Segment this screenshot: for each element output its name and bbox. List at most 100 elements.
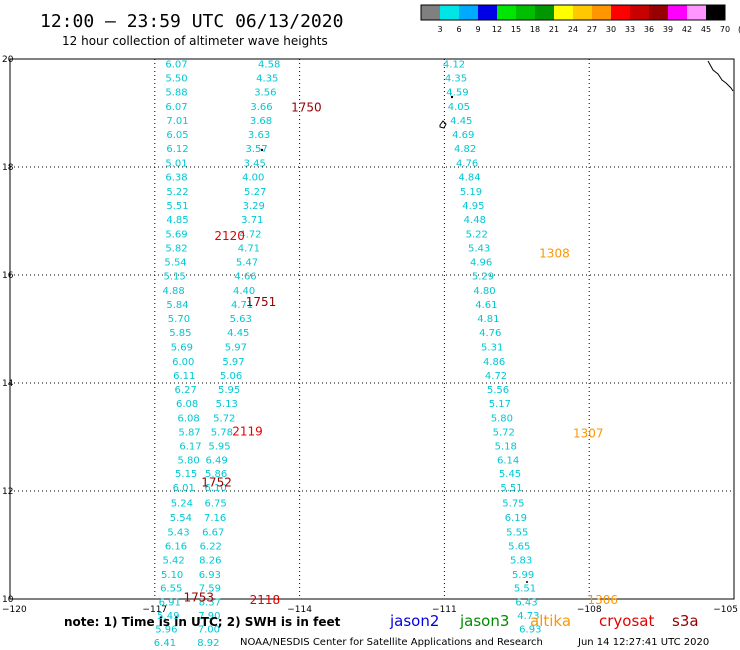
wave-height-label: 5.56 <box>487 385 509 396</box>
time-marker: 2120 <box>214 229 245 243</box>
wave-height-label: 5.50 <box>165 73 187 84</box>
map-title: 12:00 — 23:59 UTC 06/13/2020 <box>40 11 343 32</box>
wave-height-label: 6.75 <box>204 498 226 509</box>
coastline <box>260 60 734 583</box>
wave-height-label: 4.80 <box>473 286 495 297</box>
latitude-labels: 20 18 16 14 12 10 <box>2 55 14 605</box>
wave-height-label: 6.55 <box>160 584 182 595</box>
wave-height-label: 5.97 <box>222 357 244 368</box>
scale-swatch <box>611 5 630 20</box>
legend-altika: altika <box>530 612 571 630</box>
wave-height-label: 5.19 <box>460 187 482 198</box>
wave-height-label: 5.86 <box>205 469 227 480</box>
wave-height-label: 4.58 <box>258 59 280 70</box>
wave-height-label: 8.26 <box>199 556 221 567</box>
legend-jason2: jason2 <box>389 612 439 630</box>
scale-label: 27 <box>587 25 597 34</box>
plot-frame <box>9 58 735 600</box>
wave-height-label: 4.40 <box>233 286 255 297</box>
wave-height-label: 5.88 <box>165 87 187 98</box>
legend-s3a: s3a <box>672 612 699 630</box>
scale-swatch <box>554 5 573 20</box>
wave-height-label: 5.70 <box>168 314 190 325</box>
scale-label: 21 <box>549 25 559 34</box>
wave-height-label: 4.35 <box>256 73 278 84</box>
wave-height-label: 4.45 <box>450 116 472 127</box>
wave-height-label: 5.01 <box>165 159 187 170</box>
wave-height-label: 3.66 <box>250 102 272 113</box>
coastline-segment <box>707 60 734 92</box>
lon-label: −111 <box>432 605 457 615</box>
wave-height-label: 3.56 <box>254 87 276 98</box>
wave-height-label: 7.00 <box>198 625 220 636</box>
lon-label: −108 <box>577 605 602 615</box>
wave-height-label: 6.93 <box>199 570 221 581</box>
time-marker: 1750 <box>291 101 322 115</box>
plot-area: 6.07 5.50 5.88 6.07 7.01 6.05 6.12 5.01 6.38 5.22… <box>9 58 735 649</box>
time-marker: 1306 <box>587 593 618 607</box>
time-marker: 1752 <box>201 475 232 489</box>
wave-height-label: 6.08 <box>177 414 199 425</box>
wave-height-label: 4.66 <box>234 272 256 283</box>
wave-height-label: 3.63 <box>248 130 270 141</box>
wave-height-label: 5.65 <box>508 542 530 553</box>
wave-height-label: 5.69 <box>171 342 193 353</box>
wave-height-label: 5.51 <box>500 483 522 494</box>
scale-label: 42 <box>682 25 692 34</box>
scale-swatch <box>440 5 459 20</box>
wave-height-label: 5.72 <box>213 414 235 425</box>
track-a: 6.07 5.50 5.88 6.07 7.01 6.05 6.12 5.01 6.38 5.22… <box>154 59 202 649</box>
scale-swatch <box>421 5 440 20</box>
wave-height-label: 4.95 <box>462 201 484 212</box>
lat-label: 12 <box>2 487 13 497</box>
scale-label: 9 <box>475 25 480 34</box>
scale-swatch <box>516 5 535 20</box>
wave-height-label: 6.19 <box>505 513 527 524</box>
scale-label: 15 <box>511 25 521 34</box>
wave-height-label: 5.47 <box>236 258 258 269</box>
wave-height-label: 6.16 <box>165 542 187 553</box>
scale-label: 70 <box>720 25 730 34</box>
wave-height-label: 7.01 <box>166 116 188 127</box>
wave-height-label: 4.81 <box>477 314 499 325</box>
wave-height-label: 5.15 <box>163 272 185 283</box>
scale-swatch <box>706 5 725 20</box>
wave-height-label: 4.69 <box>452 130 474 141</box>
wave-height-label: 4.96 <box>470 258 492 269</box>
island-dot <box>260 148 264 152</box>
wave-height-label: 6.01 <box>173 483 195 494</box>
wave-height-label: 4.88 <box>162 286 184 297</box>
scale-label: 3 <box>437 25 442 34</box>
lon-label: −117 <box>142 605 167 615</box>
wave-height-label: 7.90 <box>198 611 220 622</box>
wave-height-label: 5.06 <box>220 371 242 382</box>
scale-label: 12 <box>492 25 502 34</box>
lat-label: 10 <box>2 595 14 605</box>
wave-height-label: 5.83 <box>510 556 532 567</box>
scale-swatch <box>687 5 706 20</box>
wave-height-label: 5.49 <box>157 611 179 622</box>
wave-height-label: 6.07 <box>165 102 187 113</box>
wave-height-label: 4.84 <box>458 173 480 184</box>
wave-height-label: 5.72 <box>493 428 515 439</box>
longitude-labels: −120 −117 −114 −111 −108 −105 <box>2 605 738 615</box>
wave-height-label: 4.61 <box>475 300 497 311</box>
wave-height-label: 5.51 <box>514 584 536 595</box>
footer-note: note: 1) Time is in UTC; 2) SWH is in fe… <box>64 615 341 629</box>
wave-height-label: 4.73 <box>517 611 539 622</box>
wave-height-label: 4.05 <box>448 102 470 113</box>
wave-height-label: 5.63 <box>230 314 252 325</box>
wave-height-label: 6.10 <box>204 483 226 494</box>
scale-swatch <box>592 5 611 20</box>
wave-height-label: 5.80 <box>491 414 513 425</box>
scale-swatch <box>573 5 592 20</box>
wave-height-label: 6.67 <box>202 528 224 539</box>
wave-height-label: 5.22 <box>166 187 188 198</box>
wave-height-label: 5.51 <box>166 201 188 212</box>
footer-credit: NOAA/NESDIS Center for Satellite Applica… <box>240 637 543 648</box>
scale-swatch <box>459 5 478 20</box>
wave-height-label: 5.27 <box>244 187 266 198</box>
wave-height-label: 6.93 <box>519 625 541 636</box>
